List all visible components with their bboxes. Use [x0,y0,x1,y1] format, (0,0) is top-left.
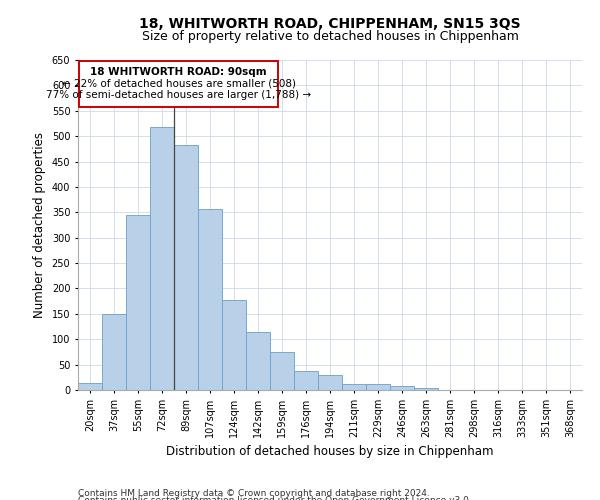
Text: 18 WHITWORTH ROAD: 90sqm: 18 WHITWORTH ROAD: 90sqm [91,67,267,77]
Text: ← 22% of detached houses are smaller (508): ← 22% of detached houses are smaller (50… [62,78,296,88]
Bar [294,370,318,390]
Text: Contains HM Land Registry data © Crown copyright and database right 2024.: Contains HM Land Registry data © Crown c… [78,488,430,498]
Text: Contains public sector information licensed under the Open Government Licence v3: Contains public sector information licen… [78,496,472,500]
FancyBboxPatch shape [79,61,278,106]
Bar [222,300,246,390]
Text: Size of property relative to detached houses in Chippenham: Size of property relative to detached ho… [142,30,518,43]
Bar [318,376,342,390]
Bar [102,314,126,390]
Bar [78,384,102,390]
Bar [414,388,438,390]
Bar [198,209,222,390]
Bar [366,384,390,390]
Y-axis label: Number of detached properties: Number of detached properties [33,132,46,318]
Bar [246,332,270,390]
X-axis label: Distribution of detached houses by size in Chippenham: Distribution of detached houses by size … [166,446,494,458]
Bar [342,384,366,390]
Text: 77% of semi-detached houses are larger (1,788) →: 77% of semi-detached houses are larger (… [46,90,311,100]
Bar [270,352,294,390]
Text: 18, WHITWORTH ROAD, CHIPPENHAM, SN15 3QS: 18, WHITWORTH ROAD, CHIPPENHAM, SN15 3QS [139,18,521,32]
Bar [126,216,150,390]
Bar [150,127,174,390]
Bar [390,386,414,390]
Bar [174,145,198,390]
